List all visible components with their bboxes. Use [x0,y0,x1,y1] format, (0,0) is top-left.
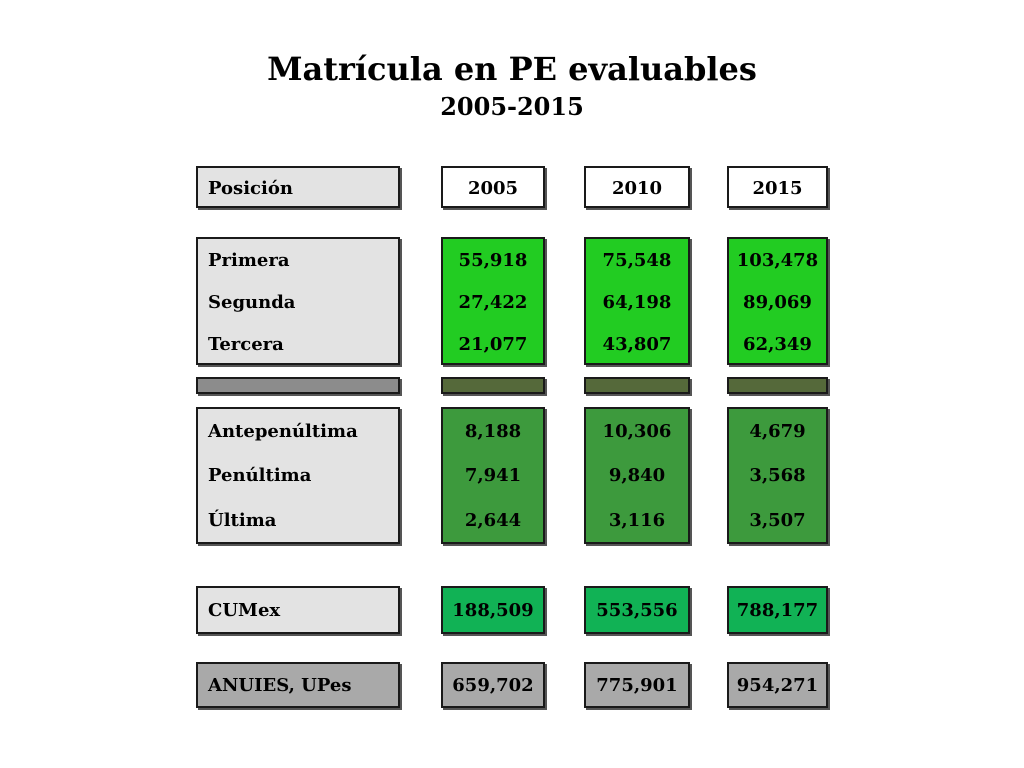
row-label: Penúltima [208,465,312,486]
separator-bar [727,377,828,394]
row-label: Tercera [208,334,284,355]
separator-bar [196,377,400,394]
value-cell: 188,509 [452,600,534,621]
bottom-group-2010: 10,306 9,840 3,116 [584,407,690,544]
anuies-2010: 775,901 [584,662,690,708]
value-cell: 55,918 [458,250,528,271]
value-cell: 3,507 [749,510,806,531]
value-cell: 2,644 [464,510,522,531]
header-year-2010: 2010 [584,166,690,208]
value-cell: 659,702 [452,675,534,696]
page-subtitle: 2005-2015 [440,92,584,121]
bottom-group-2015: 4,679 3,568 3,507 [727,407,828,544]
top-group-2005: 55,918 27,422 21,077 [441,237,545,365]
value-cell: 788,177 [736,600,819,621]
value-cell: 75,548 [602,250,672,271]
cumex-2005: 188,509 [441,586,545,634]
cumex-2010: 553,556 [584,586,690,634]
header-year-2015: 2015 [727,166,828,208]
header-year-2005: 2005 [441,166,545,208]
cumex-2015: 788,177 [727,586,828,634]
value-cell: 954,271 [736,675,819,696]
value-cell: 3,116 [608,510,666,531]
value-cell: 64,198 [602,292,672,313]
value-cell: 89,069 [743,292,812,313]
value-cell: 7,941 [464,465,522,486]
page-title: Matrícula en PE evaluables [267,50,757,88]
top-group-2010: 75,548 64,198 43,807 [584,237,690,365]
bottom-group-labels: Antepenúltima Penúltima Última [196,407,400,544]
anuies-2015: 954,271 [727,662,828,708]
value-cell: 27,422 [458,292,528,313]
bottom-group-2005: 8,188 7,941 2,644 [441,407,545,544]
year-label: 2010 [611,178,663,199]
header-label-cell: Posición [196,166,400,208]
value-cell: 10,306 [602,421,672,442]
value-cell: 3,568 [749,465,806,486]
value-cell: 43,807 [602,334,672,355]
header-label: Posición [208,178,293,199]
cumex-label-cell: CUMex [196,586,400,634]
top-group-2015: 103,478 89,069 62,349 [727,237,828,365]
row-label: Antepenúltima [208,421,358,442]
separator-bar [441,377,545,394]
value-cell: 21,077 [458,334,528,355]
year-label: 2005 [467,178,519,199]
row-label: Primera [208,250,290,271]
value-cell: 775,901 [596,675,678,696]
value-cell: 4,679 [749,421,806,442]
anuies-2005: 659,702 [441,662,545,708]
value-cell: 8,188 [464,421,522,442]
separator-bar [584,377,690,394]
value-cell: 103,478 [736,250,819,271]
top-group-labels: Primera Segunda Tercera [196,237,400,365]
value-cell: 62,349 [743,334,812,355]
row-label: CUMex [208,600,281,621]
value-cell: 553,556 [596,600,678,621]
row-label: Segunda [208,292,296,313]
value-cell: 9,840 [608,465,666,486]
anuies-label-cell: ANUIES, UPes [196,662,400,708]
row-label: ANUIES, UPes [208,675,352,696]
row-label: Última [208,510,277,531]
year-label: 2015 [752,178,803,199]
